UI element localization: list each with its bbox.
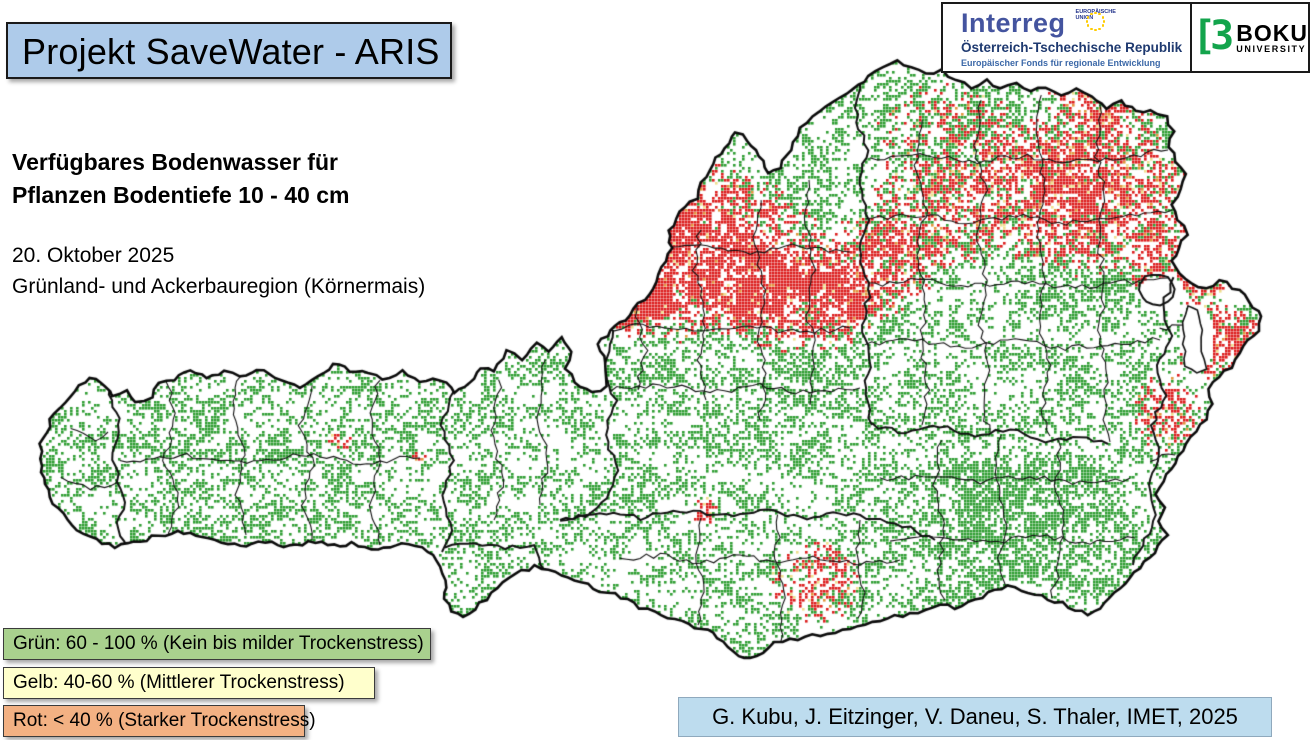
interreg-program: Österreich-Tschechische Republik <box>961 40 1183 55</box>
info-block: Verfügbares Bodenwasser für Pflanzen Bod… <box>12 146 425 302</box>
title-box: Projekt SaveWater - ARIS <box>6 22 452 79</box>
boku-bracket-icon: [3 <box>1192 12 1234 59</box>
map-heading-line2: Pflanzen Bodentiefe 10 - 40 cm <box>12 182 350 208</box>
legend-item-green: Grün: 60 - 100 % (Kein bis milder Trocke… <box>3 628 431 660</box>
eu-flag-block: EUROPÄISCHE UNION <box>1075 8 1116 32</box>
attribution-text: G. Kubu, J. Eitzinger, V. Daneu, S. Thal… <box>712 704 1238 729</box>
legend-item-red: Rot: < 40 % (Starker Trockenstress) <box>3 705 316 737</box>
interreg-logo: Interreg EUROPÄISCHE UNION Österreich-Ts… <box>943 4 1190 71</box>
interreg-fund: Europäischer Fonds für regionale Entwick… <box>961 58 1161 68</box>
map-region: Grünland- und Ackerbauregion (Körnermais… <box>12 275 426 298</box>
boku-logo: [3 BOKU UNIVERSITY <box>1192 4 1308 71</box>
boku-subtitle: UNIVERSITY <box>1236 43 1307 54</box>
map-date: 20. Oktober 2025 <box>12 244 175 267</box>
logo-divider <box>1190 4 1193 71</box>
logo-panel: Interreg EUROPÄISCHE UNION Österreich-Ts… <box>941 2 1310 73</box>
legend-item-yellow: Gelb: 40-60 % (Mittlerer Trockenstress) <box>3 667 375 699</box>
boku-name: BOKU <box>1236 19 1308 46</box>
interreg-wordmark: Interreg <box>961 8 1066 38</box>
eu-label-line2: UNION <box>1075 15 1094 21</box>
attribution-box: G. Kubu, J. Eitzinger, V. Daneu, S. Thal… <box>678 697 1272 737</box>
map-heading-line1: Verfügbares Bodenwasser für <box>12 149 338 175</box>
page-title: Projekt SaveWater - ARIS <box>22 31 440 72</box>
